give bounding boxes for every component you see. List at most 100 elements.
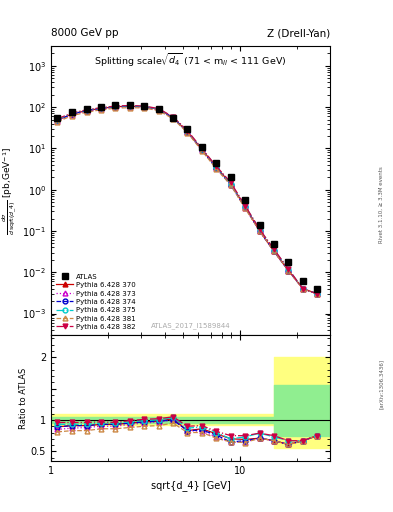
Pythia 6.428 374 [185,129,190,135]
ATLAS [55,115,60,121]
ATLAS [257,222,262,228]
Legend: ATLAS, Pythia 6.428 370, Pythia 6.428 373, Pythia 6.428 374, Pythia 6.428 375, P: ATLAS, Pythia 6.428 370, Pythia 6.428 37… [55,271,137,332]
Pythia 6.428 381 [70,113,74,119]
Pythia 6.428 370 [127,103,132,109]
Pythia 6.428 381 [272,248,276,254]
ATLAS [228,174,233,180]
Pythia 6.428 382 [171,114,175,120]
Pythia 6.428 370 [70,111,74,117]
Y-axis label: Ratio to ATLAS: Ratio to ATLAS [19,367,28,429]
Pythia 6.428 382 [315,291,320,297]
Pythia 6.428 374 [214,165,219,171]
ATLAS [156,106,161,112]
Pythia 6.428 381 [113,105,118,111]
ATLAS [84,106,89,112]
Pythia 6.428 373 [185,129,190,135]
Pythia 6.428 382 [70,110,74,116]
Pythia 6.428 375 [142,103,147,110]
Pythia 6.428 381 [301,286,305,292]
Pythia 6.428 370 [228,181,233,187]
Line: Pythia 6.428 381: Pythia 6.428 381 [55,105,320,296]
Pythia 6.428 370 [301,286,305,292]
Y-axis label: $\frac{d\sigma}{d\,\mathrm{sqrt}(d\_4)}$ [pb,GeV$^{-1}$]: $\frac{d\sigma}{d\,\mathrm{sqrt}(d\_4)}$… [1,146,20,234]
Pythia 6.428 373 [84,108,89,114]
Pythia 6.428 381 [257,228,262,234]
Pythia 6.428 382 [243,203,248,209]
Pythia 6.428 373 [301,286,305,292]
Pythia 6.428 370 [286,267,291,273]
Text: 8000 GeV pp: 8000 GeV pp [51,28,119,38]
Pythia 6.428 370 [171,114,175,120]
Pythia 6.428 370 [272,248,276,254]
Text: Rivet 3.1.10, ≥ 3.3M events: Rivet 3.1.10, ≥ 3.3M events [379,166,384,243]
Pythia 6.428 370 [257,228,262,234]
Text: Splitting scale$\sqrt{d_4}$ (71 < m$_{ll}$ < 111 GeV): Splitting scale$\sqrt{d_4}$ (71 < m$_{ll… [94,52,287,69]
Pythia 6.428 375 [272,247,276,253]
Pythia 6.428 381 [185,130,190,136]
Pythia 6.428 374 [200,147,204,153]
Line: Pythia 6.428 382: Pythia 6.428 382 [55,103,320,296]
Pythia 6.428 370 [185,129,190,135]
Pythia 6.428 381 [171,116,175,122]
Pythia 6.428 382 [99,104,103,111]
Pythia 6.428 375 [286,266,291,272]
ATLAS [142,103,147,109]
Pythia 6.428 375 [70,111,74,117]
Pythia 6.428 370 [142,103,147,110]
Pythia 6.428 370 [99,105,103,112]
Pythia 6.428 381 [228,182,233,188]
Pythia 6.428 373 [214,165,219,172]
Pythia 6.428 374 [127,103,132,109]
Pythia 6.428 381 [315,291,320,297]
Pythia 6.428 373 [272,248,276,254]
ATLAS [286,259,291,265]
Pythia 6.428 381 [243,205,248,211]
Pythia 6.428 373 [99,106,103,112]
Text: ATLAS_2017_I1589844: ATLAS_2017_I1589844 [151,323,230,329]
Line: Pythia 6.428 375: Pythia 6.428 375 [55,103,320,296]
Pythia 6.428 375 [99,105,103,111]
Pythia 6.428 381 [156,108,161,114]
Pythia 6.428 381 [286,267,291,273]
Pythia 6.428 375 [156,106,161,112]
Pythia 6.428 382 [185,127,190,134]
Line: Pythia 6.428 374: Pythia 6.428 374 [55,104,320,296]
Pythia 6.428 374 [272,248,276,254]
Pythia 6.428 373 [228,182,233,188]
ATLAS [70,109,74,115]
Pythia 6.428 374 [84,108,89,114]
Pythia 6.428 375 [171,114,175,120]
Pythia 6.428 373 [55,118,60,124]
Line: Pythia 6.428 370: Pythia 6.428 370 [55,104,320,296]
Pythia 6.428 382 [214,163,219,169]
Pythia 6.428 381 [142,105,147,111]
Pythia 6.428 382 [301,286,305,292]
Pythia 6.428 382 [257,226,262,232]
Pythia 6.428 382 [272,246,276,252]
Pythia 6.428 370 [55,117,60,123]
Pythia 6.428 370 [156,106,161,113]
Pythia 6.428 381 [127,104,132,111]
ATLAS [315,286,320,292]
ATLAS [185,125,190,132]
Pythia 6.428 382 [55,116,60,122]
Pythia 6.428 374 [301,286,305,292]
Pythia 6.428 381 [214,166,219,172]
ATLAS [200,143,204,150]
Pythia 6.428 382 [286,266,291,272]
Pythia 6.428 374 [113,103,118,110]
Pythia 6.428 382 [156,105,161,112]
Pythia 6.428 375 [243,203,248,209]
Pythia 6.428 374 [243,204,248,210]
Pythia 6.428 374 [70,111,74,117]
Pythia 6.428 375 [127,103,132,109]
Pythia 6.428 382 [84,106,89,113]
Pythia 6.428 375 [315,291,320,297]
Pythia 6.428 370 [200,146,204,153]
Pythia 6.428 374 [99,105,103,112]
Pythia 6.428 375 [228,181,233,187]
Pythia 6.428 375 [55,116,60,122]
Pythia 6.428 374 [156,106,161,113]
Pythia 6.428 374 [142,103,147,110]
Pythia 6.428 375 [84,107,89,113]
